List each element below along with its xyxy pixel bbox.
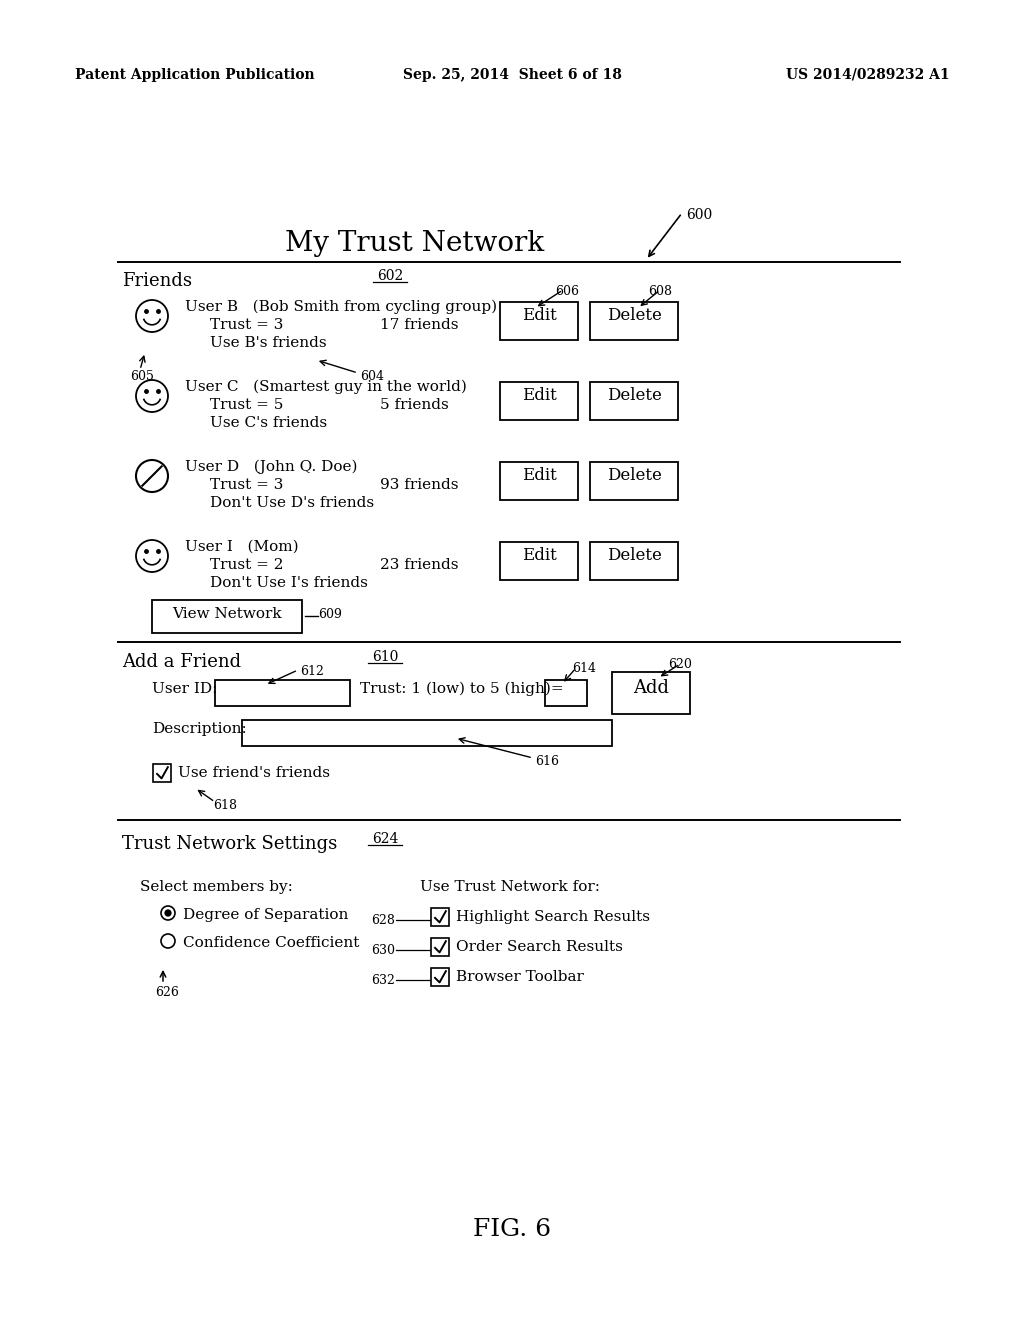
Text: Delete: Delete [606, 308, 662, 323]
Text: 605: 605 [130, 370, 154, 383]
Text: Delete: Delete [606, 467, 662, 484]
Text: 624: 624 [372, 832, 398, 846]
Text: View Network: View Network [172, 607, 282, 620]
Text: Sep. 25, 2014  Sheet 6 of 18: Sep. 25, 2014 Sheet 6 of 18 [402, 69, 622, 82]
Text: 610: 610 [372, 649, 398, 664]
Text: User B   (Bob Smith from cycling group): User B (Bob Smith from cycling group) [185, 300, 497, 314]
Text: My Trust Network: My Trust Network [286, 230, 545, 257]
Text: 602: 602 [377, 269, 403, 282]
Text: Confidence Coefficient: Confidence Coefficient [183, 936, 359, 950]
Text: Trust = 2: Trust = 2 [210, 558, 284, 572]
Text: Trust: 1 (low) to 5 (high)=: Trust: 1 (low) to 5 (high)= [360, 682, 563, 697]
Text: Edit: Edit [521, 546, 556, 564]
Text: 17 friends: 17 friends [380, 318, 459, 333]
Text: Degree of Separation: Degree of Separation [183, 908, 348, 921]
Text: 23 friends: 23 friends [380, 558, 459, 572]
Text: 606: 606 [555, 285, 579, 298]
Text: Browser Toolbar: Browser Toolbar [456, 970, 584, 983]
Text: User ID:: User ID: [152, 682, 217, 696]
Text: US 2014/0289232 A1: US 2014/0289232 A1 [786, 69, 950, 82]
Text: Select members by:: Select members by: [140, 880, 293, 894]
Text: 618: 618 [213, 799, 237, 812]
Text: Edit: Edit [521, 387, 556, 404]
Text: Edit: Edit [521, 467, 556, 484]
Text: User I   (Mom): User I (Mom) [185, 540, 299, 554]
Text: Delete: Delete [606, 546, 662, 564]
Text: Add a Friend: Add a Friend [122, 653, 241, 671]
Text: 93 friends: 93 friends [380, 478, 459, 492]
Text: Patent Application Publication: Patent Application Publication [75, 69, 314, 82]
Text: 616: 616 [535, 755, 559, 768]
Text: Use B's friends: Use B's friends [210, 337, 327, 350]
Text: 632: 632 [371, 974, 395, 987]
Text: 608: 608 [648, 285, 672, 298]
Text: Use C's friends: Use C's friends [210, 416, 327, 430]
Text: 630: 630 [371, 944, 395, 957]
Text: Don't Use D's friends: Don't Use D's friends [210, 496, 374, 510]
Text: 604: 604 [360, 370, 384, 383]
Text: Add: Add [633, 678, 669, 697]
Text: 620: 620 [668, 657, 692, 671]
Text: Trust = 3: Trust = 3 [210, 478, 284, 492]
Text: Use friend's friends: Use friend's friends [178, 766, 330, 780]
Text: 628: 628 [371, 913, 395, 927]
Text: Highlight Search Results: Highlight Search Results [456, 909, 650, 924]
Text: FIG. 6: FIG. 6 [473, 1218, 551, 1241]
Text: Order Search Results: Order Search Results [456, 940, 623, 954]
Text: Trust Network Settings: Trust Network Settings [122, 836, 337, 853]
Text: 609: 609 [318, 609, 342, 620]
Text: Trust = 5: Trust = 5 [210, 399, 284, 412]
Text: Description:: Description: [152, 722, 247, 737]
Text: Use Trust Network for:: Use Trust Network for: [420, 880, 600, 894]
Text: Edit: Edit [521, 308, 556, 323]
Text: Don't Use I's friends: Don't Use I's friends [210, 576, 368, 590]
Text: User C   (Smartest guy in the world): User C (Smartest guy in the world) [185, 380, 467, 395]
Text: Delete: Delete [606, 387, 662, 404]
Text: 600: 600 [686, 209, 713, 222]
Circle shape [165, 909, 171, 916]
Text: 626: 626 [155, 986, 179, 999]
Text: Friends: Friends [122, 272, 193, 290]
Text: 614: 614 [572, 663, 596, 675]
Text: Trust = 3: Trust = 3 [210, 318, 284, 333]
Text: 5 friends: 5 friends [380, 399, 449, 412]
Text: 612: 612 [300, 665, 324, 678]
Text: User D   (John Q. Doe): User D (John Q. Doe) [185, 459, 357, 474]
